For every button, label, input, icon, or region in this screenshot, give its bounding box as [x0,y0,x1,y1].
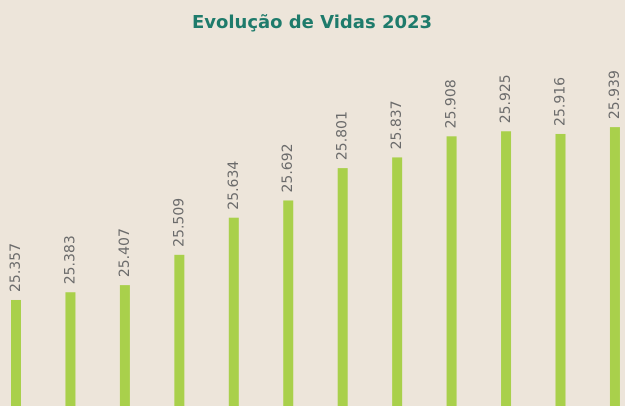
value-label: 25.383 [62,235,78,284]
bar [65,292,76,406]
bar [555,133,566,406]
value-label: 25.837 [389,100,405,149]
value-label: 25.509 [171,198,187,247]
value-label: 25.925 [498,74,514,123]
bar [392,157,403,406]
value-label: 25.908 [444,79,460,128]
bar [609,127,620,406]
value-label: 25.801 [335,111,351,160]
bar [119,285,130,406]
value-label: 25.939 [607,70,623,119]
chart-title: Evolução de Vidas 2023 [192,12,432,33]
bar [283,200,294,406]
value-label: 25.357 [8,243,24,292]
bar [337,168,348,406]
value-label: 25.407 [117,228,133,277]
bar [174,254,185,406]
bar [228,217,239,406]
value-label: 25.634 [226,161,242,210]
bar [11,299,21,406]
bar [446,136,457,406]
value-label: 25.692 [280,143,296,192]
value-label: 25.916 [553,77,569,126]
bar [501,131,512,406]
